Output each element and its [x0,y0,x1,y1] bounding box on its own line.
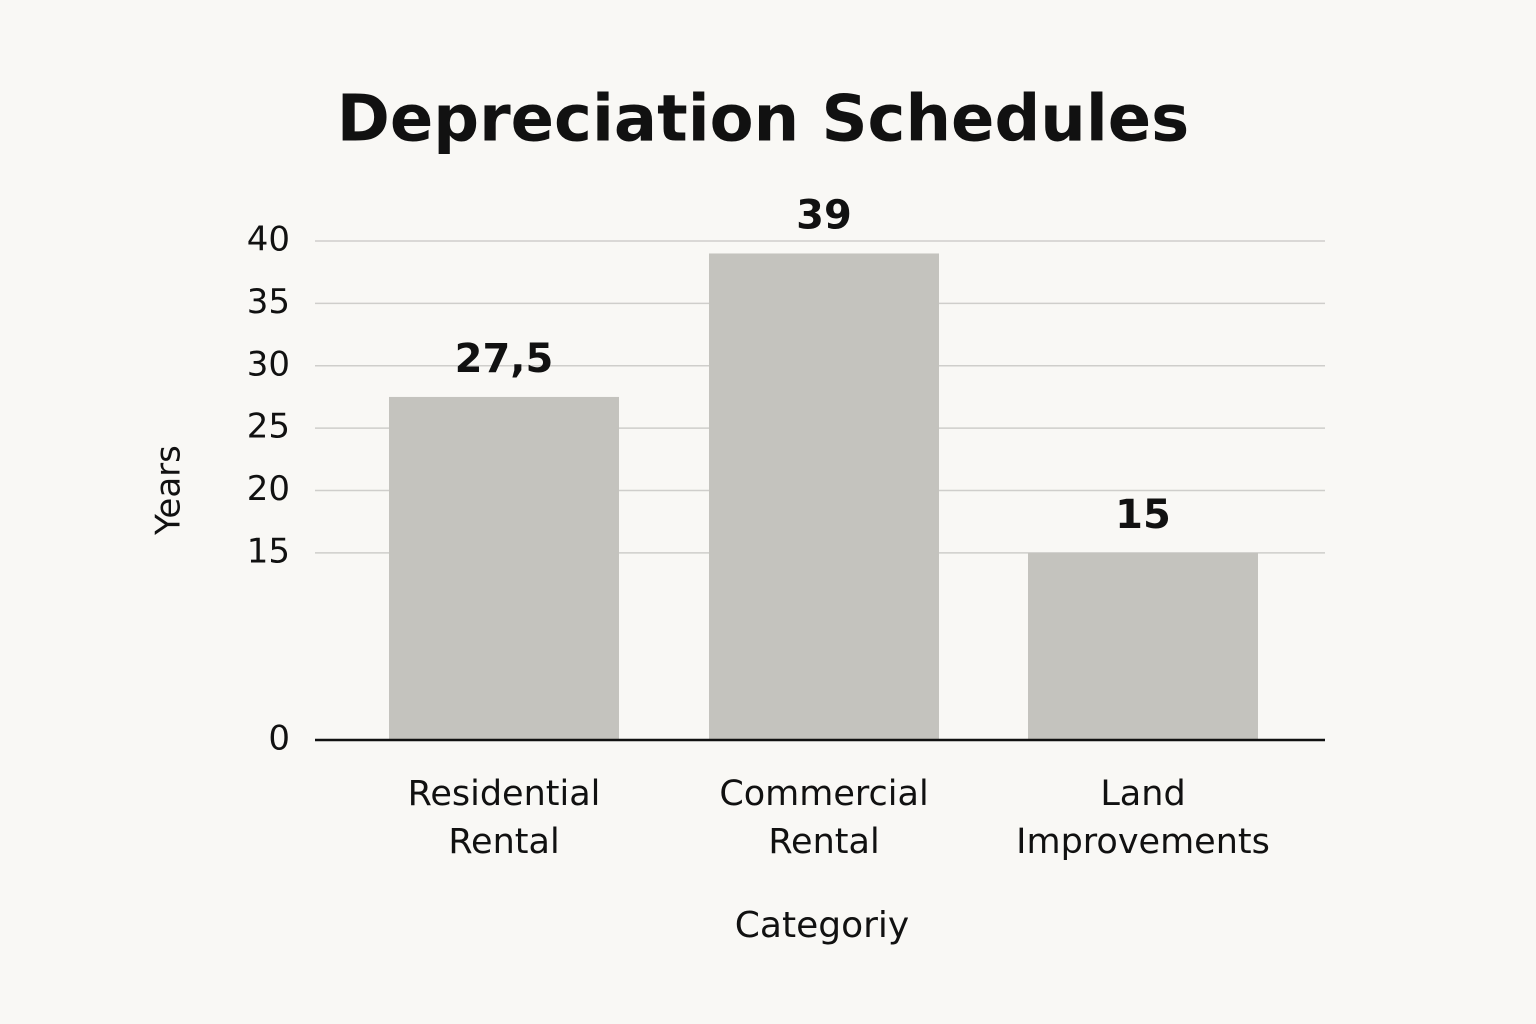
bar [709,253,939,740]
y-tick-label: 15 [247,531,290,571]
data-label: 27,5 [455,336,554,382]
bar [1028,552,1258,740]
x-tick-label: Land Improvements [1016,774,1270,862]
bar [389,396,619,740]
x-axis-label: Categoriy [735,905,909,946]
x-tick-label: Residential Rental [407,774,601,862]
y-tick-label: 40 [247,220,290,260]
chart-title: Depreciation Schedules [337,83,1190,157]
y-tick-label: 20 [247,469,290,509]
data-label: 39 [796,192,852,238]
data-label: 15 [1115,492,1171,538]
y-tick-label: 35 [247,282,290,322]
y-tick-label: 0 [268,719,290,759]
x-tick-label: Commercial Rental [719,774,929,862]
y-axis-label: Years [149,445,189,536]
y-tick-label: 25 [247,407,290,447]
y-tick-label: 30 [247,344,290,384]
